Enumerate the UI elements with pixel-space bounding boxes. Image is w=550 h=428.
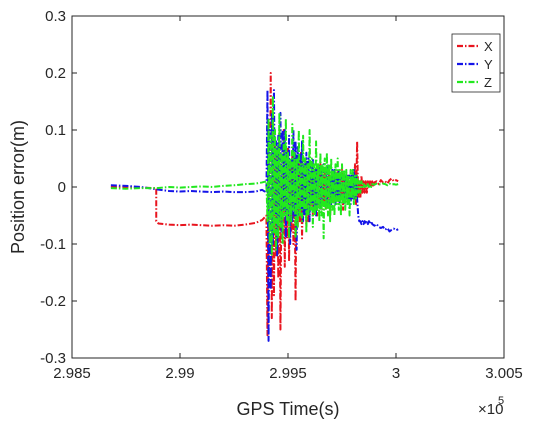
x-tick-label: 3.005 (485, 365, 523, 382)
y-tick-label: 0 (58, 179, 66, 196)
y-tick-label: -0.2 (40, 293, 66, 310)
y-tick-label: -0.3 (40, 350, 66, 367)
y-tick-label: 0.1 (45, 122, 66, 139)
x-multiplier-exponent: 5 (498, 395, 504, 407)
x-axis: 2.985 2.99 2.995 3 3.005 (53, 16, 523, 382)
x-multiplier: ×10 5 (478, 395, 504, 418)
x-tick-label: 3 (392, 365, 400, 382)
y-tick-label: 0.3 (45, 8, 66, 25)
y-axis-label: Position error(m) (8, 120, 28, 254)
legend: XYZ (451, 33, 501, 93)
legend-label-z: Z (484, 75, 492, 90)
x-tick-label: 2.99 (165, 365, 194, 382)
y-axis: -0.3 -0.2 -0.1 0 0.1 0.2 0.3 (40, 8, 504, 367)
x-multiplier-base: ×10 (478, 401, 503, 418)
legend-label-x: X (484, 39, 493, 54)
series-line-z (110, 94, 399, 257)
x-tick-label: 2.985 (53, 365, 91, 382)
y-tick-label: -0.1 (40, 236, 66, 253)
legend-label-y: Y (484, 57, 493, 72)
y-tick-label: 0.2 (45, 65, 66, 82)
series-layer (110, 72, 399, 342)
x-tick-label: 2.995 (269, 365, 307, 382)
x-axis-label: GPS Time(s) (236, 399, 339, 419)
